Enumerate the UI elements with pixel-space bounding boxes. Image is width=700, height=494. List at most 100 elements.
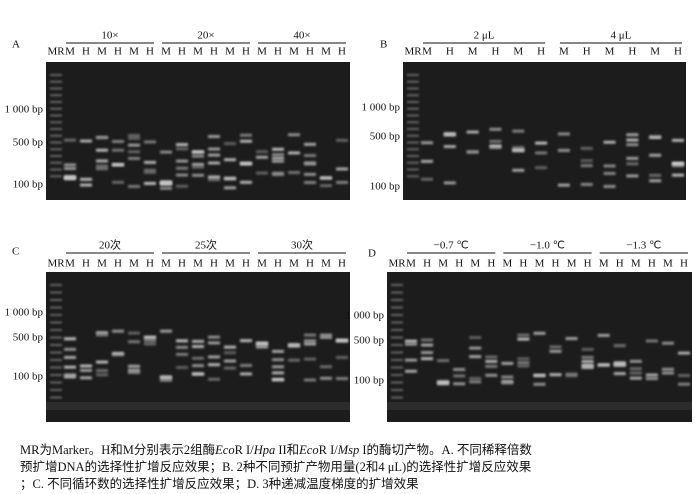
band (128, 370, 140, 374)
lane-label: H (584, 258, 592, 270)
ladder-band (391, 389, 403, 391)
band (533, 382, 546, 386)
band (272, 147, 284, 151)
band (208, 341, 220, 345)
lane-label: M (193, 46, 203, 58)
band (64, 138, 76, 142)
band (224, 186, 236, 190)
ladder-band (50, 80, 62, 83)
band (581, 355, 594, 359)
band (288, 151, 300, 155)
caption-line: 预扩增DNA的选择性扩增反应效果；B. 2种不同预扩产物用量(2和4 μL)的选… (20, 459, 532, 474)
lane-label: H (274, 46, 282, 58)
ladder-band (391, 366, 403, 369)
size-label: 1 000 bp (346, 310, 385, 322)
band (517, 364, 530, 368)
lane-label: M (161, 258, 171, 270)
band (240, 372, 252, 376)
band (272, 349, 284, 353)
band (176, 184, 188, 188)
ladder-band (50, 141, 62, 144)
band (304, 342, 316, 346)
band (304, 172, 316, 176)
panel-label: B (380, 39, 387, 51)
band (489, 144, 502, 148)
ladder-band (407, 101, 419, 103)
band (80, 364, 92, 368)
band (489, 127, 502, 131)
band (64, 373, 76, 377)
lane-label: H (446, 46, 454, 58)
band (512, 145, 525, 149)
band (192, 372, 204, 376)
band (453, 368, 466, 372)
ladder-band (50, 314, 62, 316)
band (224, 142, 236, 146)
lane-label: H (680, 258, 688, 270)
band (176, 166, 188, 170)
ladder-band (407, 128, 419, 130)
band (96, 369, 108, 373)
band (304, 142, 316, 146)
size-label: 500 bp (13, 137, 44, 149)
band (405, 342, 417, 346)
ladder-band (407, 161, 419, 164)
band (272, 371, 284, 375)
band (626, 156, 639, 160)
band (272, 171, 284, 175)
band (613, 372, 626, 376)
ladder-band (391, 291, 403, 294)
group-label: 4 μL (611, 30, 632, 42)
band (240, 180, 252, 184)
ladder-band (50, 87, 62, 90)
band (96, 360, 108, 364)
band (272, 378, 284, 382)
band (512, 149, 525, 153)
ladder-band (391, 374, 403, 376)
panel-label: C (12, 246, 19, 258)
band (144, 338, 156, 342)
ladder-band (50, 121, 62, 124)
band (240, 133, 252, 137)
band (336, 180, 348, 184)
band (336, 167, 348, 171)
lane-label: H (178, 46, 186, 58)
lane-label: M (406, 258, 416, 270)
band (533, 331, 546, 335)
lane-label: H (491, 46, 499, 58)
band (192, 364, 204, 368)
ladder-band (391, 306, 403, 309)
caption-text: R I/ (235, 443, 255, 457)
caption-text: Msp (337, 443, 360, 457)
ladder-band (407, 80, 419, 83)
lane-label: M (502, 258, 512, 270)
ladder-band (407, 155, 419, 157)
band (192, 356, 204, 360)
band (649, 179, 662, 183)
band (678, 382, 690, 386)
band (96, 167, 108, 171)
band (272, 358, 284, 362)
band (144, 170, 156, 174)
band (208, 175, 220, 179)
band (208, 355, 220, 359)
band (208, 178, 220, 182)
band (629, 359, 642, 363)
band (272, 159, 284, 163)
lane-label: H (628, 46, 636, 58)
band (64, 337, 76, 341)
ladder-band (407, 74, 419, 76)
band (64, 365, 76, 369)
band (112, 353, 124, 357)
group-label: 30次 (291, 238, 313, 252)
lane-label: M (599, 258, 609, 270)
lane-label: M (225, 46, 235, 58)
band (603, 164, 616, 168)
band (557, 148, 570, 152)
ladder-band (391, 351, 403, 354)
ladder-band (407, 148, 419, 151)
band (613, 364, 626, 368)
band (128, 136, 140, 140)
band (240, 363, 252, 367)
